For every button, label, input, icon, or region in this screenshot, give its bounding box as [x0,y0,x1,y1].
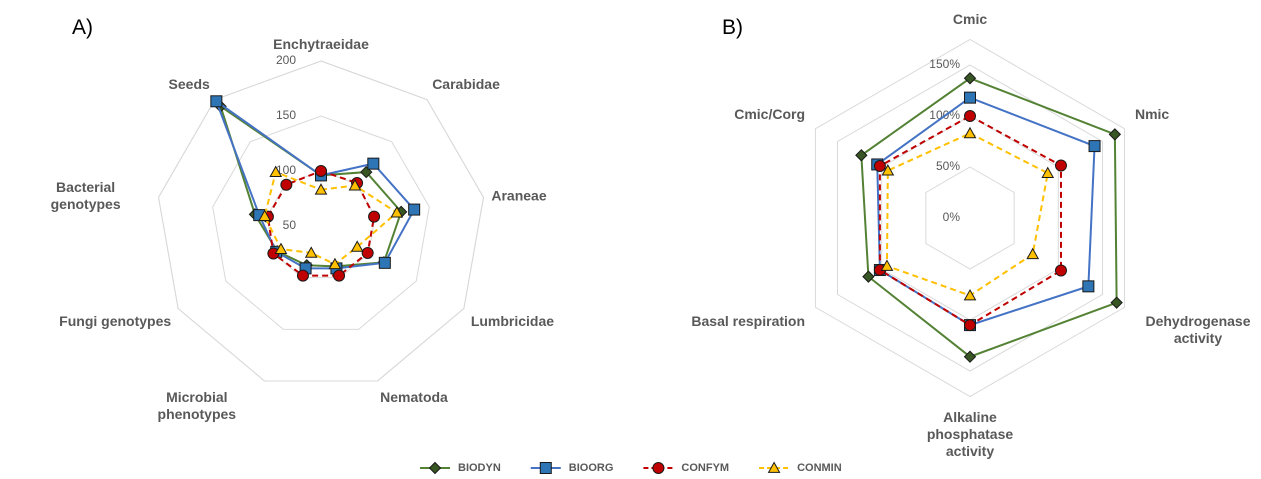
marker [1082,280,1095,293]
axis-label: Basal respiration [691,313,806,330]
axis-label: Lumbricidae [470,312,555,329]
axis-label: Fungi genotypes [59,312,172,329]
legend-label: BIODYN [458,462,501,474]
marker [367,157,380,170]
legend-label: CONFYM [681,462,729,474]
axis-label: Nematoda [380,388,448,405]
marker [1110,296,1123,309]
marker [963,126,977,139]
marker [862,270,875,283]
tick-label: 200 [276,53,296,67]
marker [361,246,374,259]
marker [1041,166,1055,179]
marker [274,242,288,254]
marker [539,462,552,474]
grid-ring [836,64,1104,372]
axis-label: Cmic [952,10,988,27]
marker [1088,140,1101,153]
marker [333,269,346,282]
tick-label: 150 [276,108,296,122]
axis-label: Bacterial genotypes [50,178,121,212]
marker [964,91,976,104]
marker [314,183,328,195]
marker [269,165,283,177]
marker [1054,264,1067,277]
grid-ring [212,115,430,330]
tick-label: 0% [943,210,961,224]
axis-label: Cmic/Corg [734,105,806,122]
axis-label: Seeds [168,76,210,93]
marker [1026,247,1040,260]
axis-label: Carabidae [432,76,500,93]
grid-ring [157,60,485,382]
series-line [263,170,399,266]
marker [964,319,976,332]
marker [963,350,977,363]
marker [963,72,977,85]
tick-label: 50% [936,159,960,173]
marker [652,462,665,474]
grid-ring [814,38,1126,398]
marker [258,209,272,221]
axis-label: Nmic [1134,105,1170,122]
series-line [885,132,1049,297]
grid-ring [925,166,1015,270]
series-line [214,98,416,270]
marker [348,179,362,191]
marker [880,259,894,271]
marker [964,110,976,122]
marker [963,288,977,301]
marker [328,257,342,270]
marker [855,149,868,162]
axis-label: Alkaline phosphatase activity [926,408,1014,459]
marker [304,246,318,258]
axis-label: Microbial phenotypes [157,388,237,422]
marker [280,178,293,191]
grid-ring [266,170,376,279]
marker [210,95,223,108]
series-line [860,77,1118,358]
marker [408,203,421,216]
legend-label: BIOORG [569,462,614,474]
series-line [876,96,1096,327]
tick-label: 100 [276,163,296,177]
axis-label: Enchytraeidae [273,36,369,52]
tick-label: 150% [929,57,960,71]
marker [390,206,404,218]
panel-label: A) [72,16,93,39]
panel-label: B) [722,16,743,39]
marker [767,461,781,473]
marker [315,165,327,177]
marker [368,210,381,223]
marker [873,159,886,172]
marker [296,269,309,282]
marker [881,164,895,176]
marker [428,461,442,475]
marker [1054,159,1067,172]
marker [350,240,364,252]
tick-label: 50 [283,218,297,232]
marker [1108,128,1122,141]
marker [378,256,391,269]
axis-label: Dehydrogenase activity [1145,313,1251,347]
axis-label: Araneae [491,187,547,204]
legend-label: CONMIN [797,462,842,474]
